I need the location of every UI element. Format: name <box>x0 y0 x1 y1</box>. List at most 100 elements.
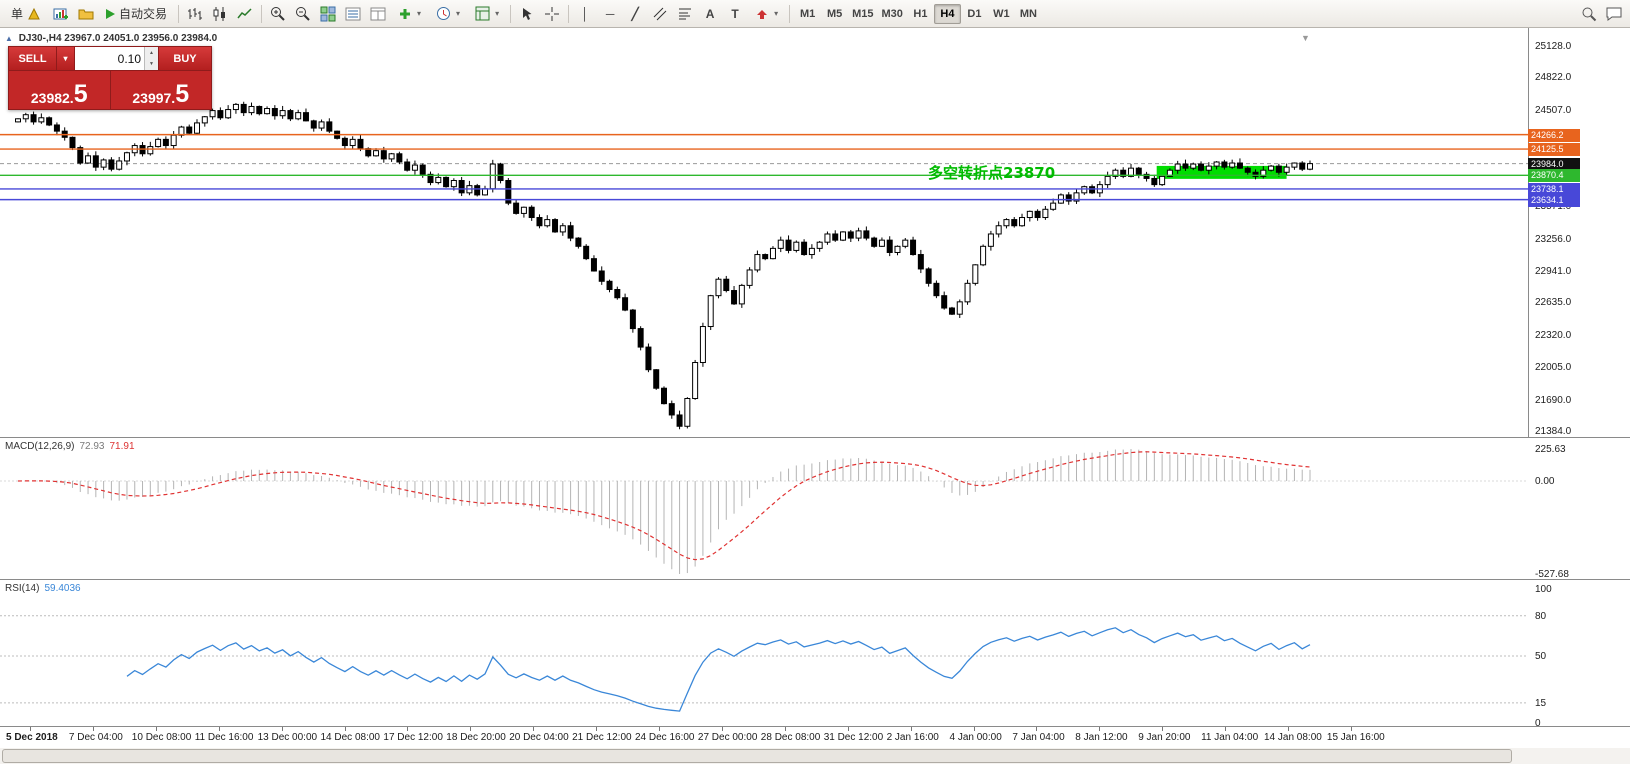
toolbar-separator <box>789 4 791 23</box>
market-watch-button[interactable] <box>341 3 365 25</box>
crosshair-button[interactable] <box>540 3 564 25</box>
sell-button[interactable]: SELL <box>9 47 57 70</box>
timeframe-m15-button[interactable]: M15 <box>848 4 877 24</box>
timeframe-d1-button[interactable]: D1 <box>961 4 988 24</box>
support-chat-button[interactable] <box>1602 3 1626 25</box>
bar-chart-button[interactable] <box>183 3 207 25</box>
indicators-button[interactable]: ▾ <box>391 3 428 25</box>
fibonacci-button[interactable] <box>673 3 697 25</box>
line-chart-button[interactable] <box>233 3 257 25</box>
time-axis-label: 11 Jan 04:00 <box>1201 732 1259 743</box>
rsi-label: RSI(14) 59.4036 <box>5 583 81 594</box>
price-axis-label: 22005.0 <box>1535 362 1572 374</box>
chart-annotation[interactable]: 多空转折点23870 <box>928 164 1056 182</box>
zoom-out-button[interactable] <box>291 3 315 25</box>
buy-price: 23997. <box>132 90 176 106</box>
macd-axis: 225.63 0.00 -527.68 <box>1530 438 1630 580</box>
timeframe-m1-button[interactable]: M1 <box>794 4 821 24</box>
chart-shift-marker-icon[interactable]: ▼ <box>1301 33 1310 43</box>
time-axis[interactable]: 5 Dec 2018 7 Dec 04:00 10 Dec 08:00 11 Dec … <box>0 726 1630 748</box>
order-type-dropdown[interactable]: ▾ <box>57 47 75 70</box>
vertical-line-button[interactable]: │ <box>573 3 597 25</box>
time-tick <box>973 727 975 731</box>
time-tick <box>659 727 660 731</box>
price-chart-area[interactable]: ▲ DJ30-,H4 23967.0 24051.0 23956.0 23984… <box>0 28 1528 436</box>
toolbar-separator <box>178 4 180 23</box>
channel-button[interactable] <box>648 3 672 25</box>
timeframe-h4-button[interactable]: H4 <box>933 3 961 24</box>
time-tick <box>218 727 220 731</box>
one-click-trading-panel: SELL ▾ 0.10 ▲ ▼ BUY 23982. 5 2 <box>8 46 212 110</box>
zoom-in-button[interactable] <box>266 3 290 25</box>
new-order-button[interactable]: 单 <box>4 3 48 25</box>
profiles-icon <box>78 9 94 19</box>
data-window-button[interactable] <box>366 3 390 25</box>
zoom-in-icon <box>271 6 285 21</box>
sell-price-big-digit: 5 <box>73 79 88 108</box>
time-tick <box>407 727 409 731</box>
text-label-button[interactable]: T <box>723 3 747 25</box>
tile-windows-button[interactable] <box>316 3 340 25</box>
macd-chart[interactable] <box>0 438 1528 578</box>
search-icon <box>1582 7 1597 21</box>
lot-decrease-button[interactable]: ▼ <box>145 58 158 70</box>
profiles-button[interactable] <box>74 3 98 25</box>
price-tag-24266.2: 24266.2 <box>1528 128 1580 142</box>
scrollbar-thumb[interactable] <box>2 749 1512 763</box>
time-tick <box>784 727 786 731</box>
macd-axis-label: 0.00 <box>1535 476 1555 487</box>
rsi-axis-label: 50 <box>1535 651 1547 662</box>
price-axis-label: 24507.0 <box>1535 104 1572 116</box>
arrow-shape-icon <box>757 9 768 19</box>
lot-size-value[interactable]: 0.10 <box>117 51 141 66</box>
timeframe-m30-button[interactable]: M30 <box>878 4 907 24</box>
time-axis-label: 24 Dec 16:00 <box>635 732 695 743</box>
rsi-name: RSI(14) <box>5 583 40 594</box>
cursor-button[interactable] <box>515 3 539 25</box>
time-axis-label: 27 Dec 00:00 <box>697 732 758 743</box>
time-axis-label: 13 Dec 00:00 <box>257 732 318 743</box>
chart-symbol-period: DJ30-,H4 <box>18 33 62 44</box>
macd-label: MACD(12,26,9) 72.93 71.91 <box>5 441 135 452</box>
price-chart[interactable] <box>0 28 1528 436</box>
chart-ohlc-header: ▲ DJ30-,H4 23967.0 24051.0 23956.0 23984… <box>5 33 217 44</box>
horizontal-line-button[interactable]: ─ <box>598 3 622 25</box>
time-axis-label: 7 Dec 04:00 <box>68 732 123 743</box>
price-axis[interactable]: 25128.024822.024507.023571.023256.022941… <box>1528 28 1630 437</box>
time-tick <box>281 727 283 731</box>
search-button[interactable] <box>1577 3 1601 25</box>
periods-button[interactable]: ▾ <box>429 3 467 25</box>
lot-size-field[interactable]: 0.10 ▲ ▼ <box>75 47 158 70</box>
time-tick <box>92 727 94 731</box>
arrows-button[interactable]: ▾ <box>748 3 785 25</box>
time-tick <box>30 727 31 731</box>
buy-price-big-digit: 5 <box>175 79 190 108</box>
templates-button[interactable]: ▾ <box>468 3 506 25</box>
macd-panel[interactable]: MACD(12,26,9) 72.93 71.91 225.63 0.00 -527.6… <box>0 437 1630 580</box>
time-tick <box>1225 727 1227 731</box>
new-chart-icon <box>53 8 69 19</box>
horizontal-scrollbar[interactable] <box>0 748 1630 764</box>
lot-increase-button[interactable]: ▲ <box>145 47 158 59</box>
rsi-panel[interactable]: RSI(14) 59.4036 100 80 50 15 0 <box>0 579 1630 729</box>
buy-price-button[interactable]: 23997. 5 <box>111 71 212 109</box>
timeframe-h1-button[interactable]: H1 <box>907 4 934 24</box>
text-button[interactable]: A <box>698 3 722 25</box>
sell-price-button[interactable]: 23982. 5 <box>9 71 110 109</box>
timeframe-m5-button[interactable]: M5 <box>821 4 848 24</box>
macd-axis-label: -527.68 <box>1535 569 1569 580</box>
new-chart-button[interactable] <box>49 3 73 25</box>
candlestick-chart-button[interactable] <box>208 3 232 25</box>
timeframe-w1-button[interactable]: W1 <box>988 4 1015 24</box>
rsi-chart[interactable] <box>0 580 1528 726</box>
rsi-axis-label: 0 <box>1535 718 1541 729</box>
template-icon <box>475 6 490 21</box>
macd-axis-label: 225.63 <box>1535 444 1566 455</box>
fibonacci-icon <box>679 8 692 19</box>
auto-trading-button[interactable]: 自动交易 <box>99 3 174 25</box>
buy-button[interactable]: BUY <box>158 47 211 70</box>
price-tag-23984.0: 23984.0 <box>1528 157 1580 171</box>
chart-ohlc-values: 23967.0 24051.0 23956.0 23984.0 <box>64 33 218 44</box>
trendline-button[interactable]: ╱ <box>623 3 647 25</box>
timeframe-mn-button[interactable]: MN <box>1015 4 1042 24</box>
